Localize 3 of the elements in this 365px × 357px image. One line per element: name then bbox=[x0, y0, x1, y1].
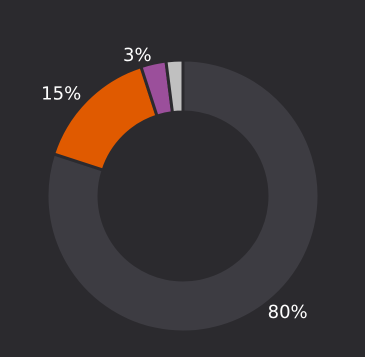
data-label: 80% bbox=[268, 302, 308, 323]
data-label: 15% bbox=[41, 84, 82, 105]
data-label: 3% bbox=[123, 44, 152, 66]
